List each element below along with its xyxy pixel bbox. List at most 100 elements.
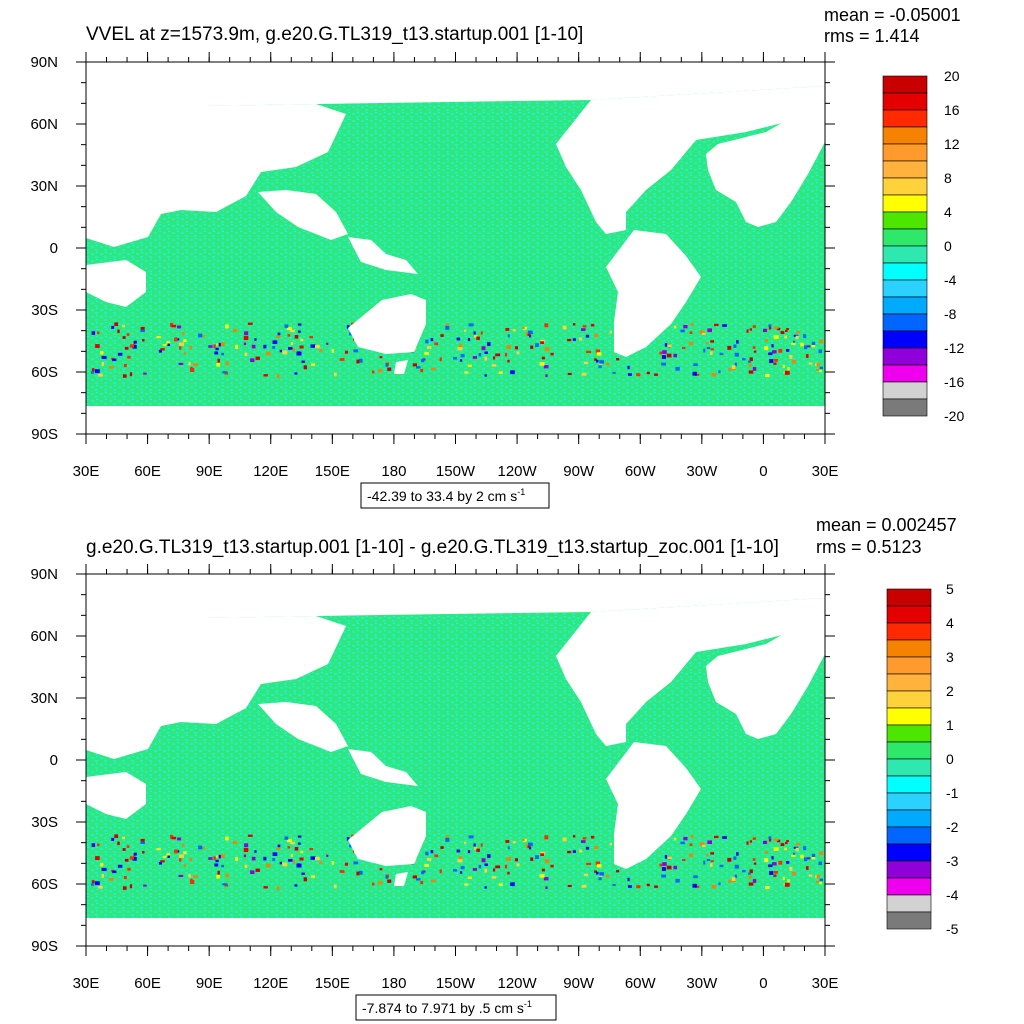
anomaly-cell <box>692 883 697 888</box>
anomaly-cell <box>703 860 706 865</box>
anomaly-cell <box>495 353 501 357</box>
anomaly-cell <box>244 352 248 357</box>
anomaly-cell <box>595 861 600 866</box>
colorbar: 5 4 3 2 1 0 -1 -2 -3 -4 -5 <box>886 581 959 937</box>
anomaly-cell <box>276 335 281 338</box>
anomaly-cell <box>765 886 770 890</box>
anomaly-cell <box>467 850 471 854</box>
anomaly-cell <box>793 340 796 343</box>
land-mask <box>606 742 701 869</box>
anomaly-cell <box>111 837 115 841</box>
anomaly-cell <box>276 374 280 379</box>
anomaly-cell <box>682 347 686 349</box>
anomaly-cell <box>284 836 289 840</box>
land-mask <box>86 772 146 819</box>
anomaly-cell <box>217 870 220 875</box>
anomaly-cell <box>254 850 257 853</box>
anomaly-cell <box>198 845 203 850</box>
anomaly-cell <box>785 841 788 844</box>
anomaly-cell <box>478 353 482 357</box>
anomaly-cell <box>310 363 316 366</box>
x-tick-label: 60W <box>625 463 657 480</box>
anomaly-cell <box>171 836 177 840</box>
anomaly-cell <box>746 329 749 333</box>
anomaly-cell <box>468 323 474 327</box>
anomaly-cell <box>100 351 104 355</box>
anomaly-cell <box>545 374 548 378</box>
colorbar-box <box>882 330 928 349</box>
anomaly-cell <box>94 881 100 886</box>
anomaly-cell <box>690 322 694 326</box>
anomaly-cell <box>769 359 774 363</box>
anomaly-cell <box>457 347 463 351</box>
colorbar-label: -2 <box>946 819 959 835</box>
anomaly-cell <box>114 322 119 326</box>
anomaly-cell <box>780 331 785 334</box>
anomaly-cell <box>424 864 429 867</box>
anomaly-cell <box>117 329 120 333</box>
anomaly-cell <box>773 362 777 365</box>
anomaly-cell <box>528 842 533 847</box>
anomaly-cell <box>126 333 130 336</box>
anomaly-cell <box>699 330 705 334</box>
anomaly-cell <box>702 332 706 335</box>
anomaly-cell <box>183 851 187 855</box>
colorbar-box <box>886 690 932 709</box>
anomaly-cell <box>272 340 278 344</box>
anomaly-cell <box>510 370 515 374</box>
anomaly-cell <box>385 875 388 879</box>
anomaly-cell <box>773 358 778 362</box>
colorbar-box <box>886 707 932 726</box>
anomaly-cell <box>539 362 545 366</box>
anomaly-cell <box>162 344 166 347</box>
anomaly-cell <box>522 838 525 841</box>
anomaly-cell <box>612 371 616 374</box>
colorbar-box <box>882 92 928 111</box>
anomaly-cell <box>129 884 133 889</box>
anomaly-cell <box>674 837 677 841</box>
y-tick-label: 60N <box>30 116 58 133</box>
anomaly-cell <box>707 328 712 332</box>
anomaly-cell <box>811 344 816 348</box>
anomaly-cell <box>346 837 350 841</box>
land-mask <box>556 598 825 746</box>
anomaly-cell <box>808 874 813 877</box>
anomaly-cell <box>773 870 778 874</box>
anomaly-cell <box>183 339 187 343</box>
anomaly-cell <box>690 834 694 838</box>
anomaly-cell <box>276 886 280 891</box>
anomaly-cell <box>780 843 785 846</box>
anomaly-cell <box>590 323 595 327</box>
anomaly-cell <box>434 854 439 858</box>
anomaly-cell <box>123 876 127 880</box>
anomaly-cell <box>235 857 239 861</box>
anomaly-cell <box>232 329 238 332</box>
anomaly-cell <box>722 324 727 327</box>
anomaly-cell <box>594 870 597 873</box>
y-tick-label: 30N <box>30 690 58 707</box>
colorbar-label: -5 <box>946 921 959 937</box>
anomaly-cell <box>718 370 721 374</box>
colorbar-box <box>886 741 932 760</box>
anomaly-cell <box>216 875 220 879</box>
land-mask <box>706 98 825 227</box>
anomaly-cell <box>220 342 225 347</box>
anomaly-cell <box>731 365 736 369</box>
anomaly-cell <box>742 870 746 873</box>
anomaly-cell <box>445 323 449 327</box>
colorbar-box <box>886 656 932 675</box>
anomaly-cell <box>142 851 145 854</box>
anomaly-cell <box>773 847 779 851</box>
anomaly-cell <box>680 841 685 845</box>
x-tick-label: 60W <box>625 975 657 992</box>
anomaly-cell <box>359 870 363 875</box>
anomaly-cell <box>117 841 120 845</box>
anomaly-cell <box>787 367 790 371</box>
anomaly-cell <box>91 883 94 886</box>
anomaly-cell <box>272 852 278 856</box>
anomaly-cell <box>572 850 576 853</box>
anomaly-cell <box>156 848 162 851</box>
colorbar-box <box>882 126 928 145</box>
anomaly-cell <box>445 837 450 842</box>
anomaly-cell <box>582 325 587 328</box>
